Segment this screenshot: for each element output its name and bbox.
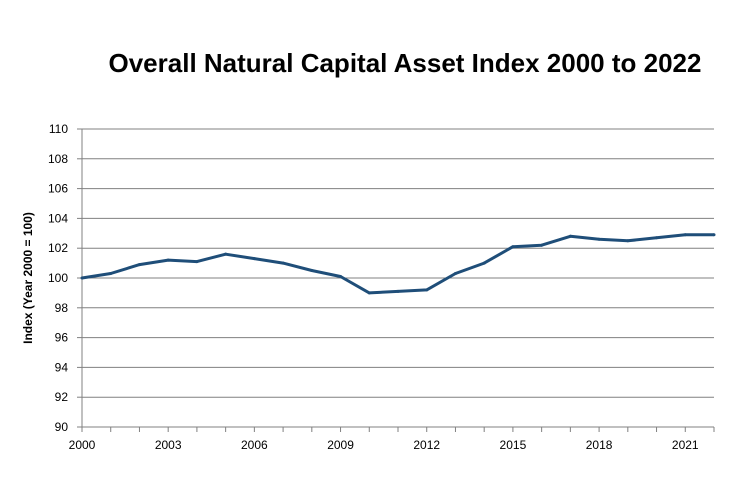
y-tick-label-96: 96 — [55, 331, 69, 345]
data-point-2008 — [310, 269, 314, 273]
y-tick-label-104: 104 — [48, 211, 68, 225]
y-tick-label-98: 98 — [55, 301, 69, 315]
data-point-2010 — [367, 291, 371, 295]
data-point-2012 — [425, 288, 429, 292]
x-tick-label-2021: 2021 — [672, 438, 699, 452]
data-point-2009 — [339, 275, 343, 279]
data-point-2006 — [252, 257, 256, 261]
data-point-2021 — [683, 233, 687, 237]
chart-title: Overall Natural Capital Asset Index 2000… — [108, 48, 702, 78]
data-point-2005 — [224, 252, 228, 256]
data-point-2001 — [109, 272, 113, 276]
data-point-2016 — [540, 243, 544, 247]
data-point-2019 — [626, 239, 630, 243]
data-point-2003 — [166, 258, 170, 262]
y-tick-label-110: 110 — [49, 122, 68, 136]
data-point-2014 — [482, 261, 486, 265]
axes — [77, 128, 715, 432]
data-point-2015 — [511, 245, 515, 249]
y-tick-label-94: 94 — [55, 360, 69, 374]
data-point-2011 — [396, 289, 400, 293]
data-point-2022 — [712, 233, 716, 237]
data-point-2017 — [568, 234, 572, 238]
y-tick-label-106: 106 — [48, 182, 68, 196]
tick-labels: 90 92 94 96 98 100 102 104 106 108 110 2000 2003 2006… — [48, 122, 699, 452]
x-tick-label-2009: 2009 — [327, 438, 354, 452]
series-line-0 — [81, 233, 714, 295]
data-point-2013 — [453, 272, 457, 276]
x-tick-label-2000: 2000 — [69, 438, 96, 452]
y-tick-label-108: 108 — [48, 152, 68, 166]
x-tick-label-2018: 2018 — [586, 438, 613, 452]
grid-lines — [82, 128, 714, 428]
data-point-2018 — [597, 237, 601, 241]
data-point-2020 — [655, 236, 659, 240]
data-point-2000 — [80, 276, 84, 280]
y-axis-label: Index (Year 2000 = 100) — [21, 212, 35, 344]
x-tick-label-2006: 2006 — [241, 438, 268, 452]
y-tick-label-102: 102 — [48, 241, 68, 255]
data-point-2004 — [195, 260, 199, 264]
data-point-2002 — [137, 263, 141, 267]
y-tick-label-100: 100 — [48, 271, 68, 285]
x-tick-label-2012: 2012 — [413, 438, 440, 452]
x-tick-label-2015: 2015 — [500, 438, 527, 452]
data-point-2007 — [281, 261, 285, 265]
y-tick-label-90: 90 — [55, 420, 69, 434]
x-tick-label-2003: 2003 — [155, 438, 182, 452]
series-layer — [80, 233, 716, 295]
y-tick-label-92: 92 — [55, 390, 69, 404]
